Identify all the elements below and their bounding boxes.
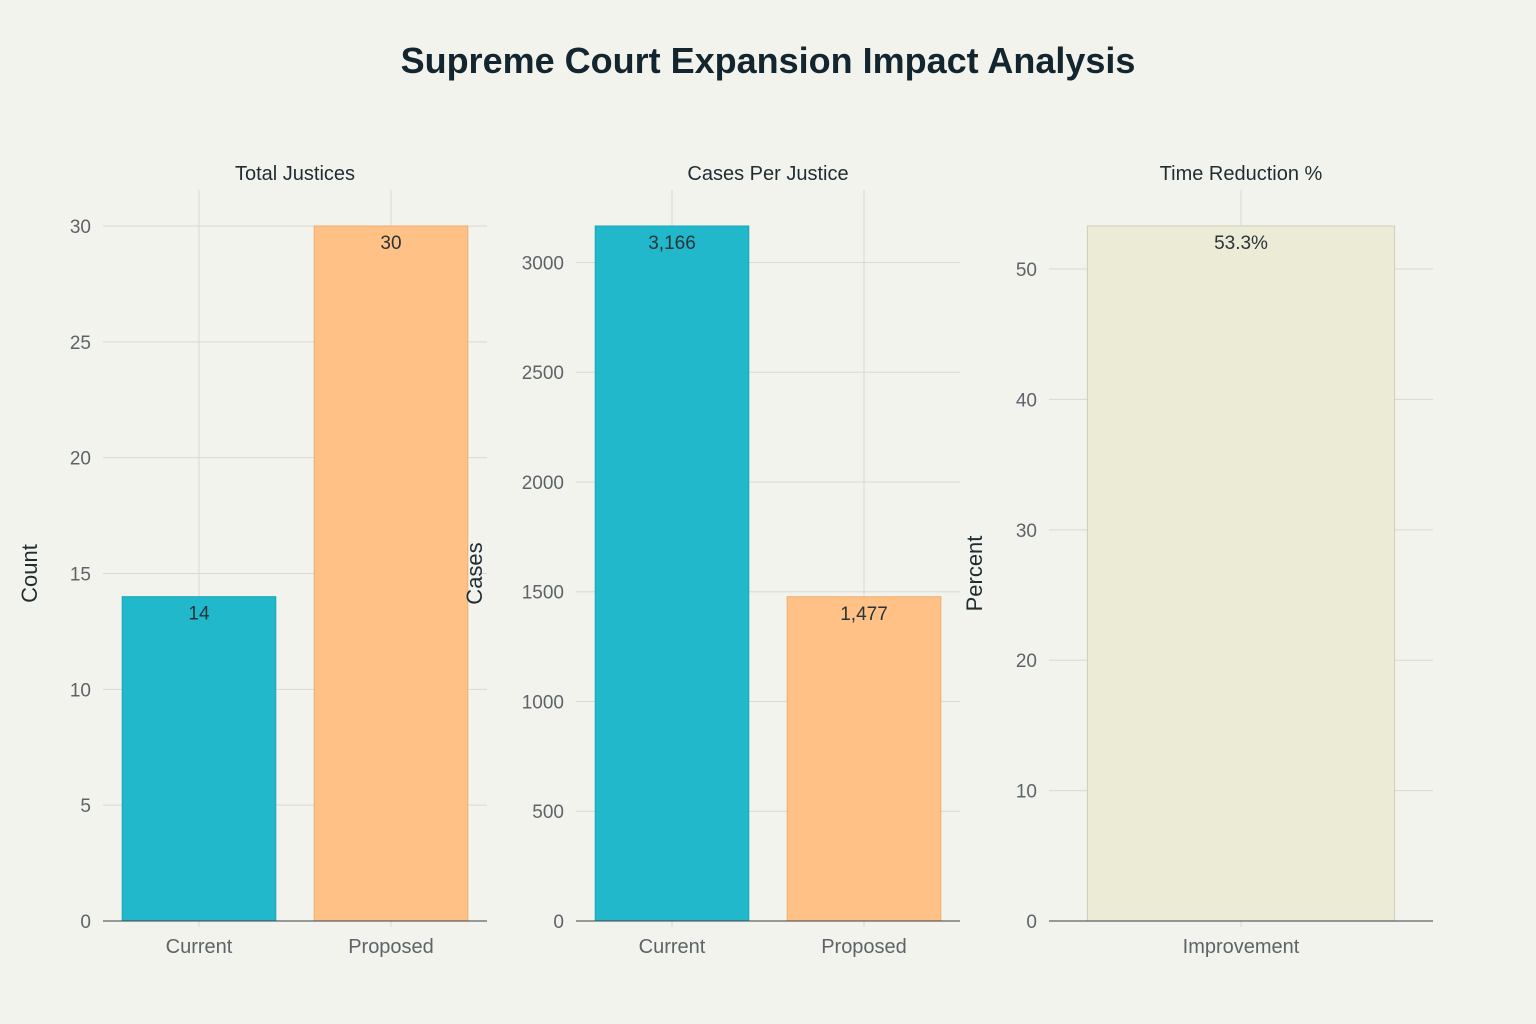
- chart-panel-2: 0 500 1000 1500 2000 2500 3000 3,166 Current 1,47…: [462, 163, 960, 958]
- y-tick-label: 2500: [522, 363, 564, 384]
- data-label: 53.3%: [1214, 233, 1268, 254]
- page-title: Supreme Court Expansion Impact Analysis: [400, 40, 1136, 81]
- y-axis-label: Cases: [462, 542, 487, 604]
- x-tick-label: Current: [166, 936, 233, 958]
- bar-current: [121, 596, 277, 922]
- y-tick-label: 2000: [522, 473, 564, 494]
- y-tick-label: 500: [532, 802, 564, 823]
- y-tick-label: 20: [70, 449, 91, 470]
- y-tick-label: 5: [80, 796, 91, 817]
- x-tick-label: Improvement: [1183, 936, 1300, 958]
- bar-proposed: [786, 596, 942, 922]
- y-tick-label: 25: [70, 333, 91, 354]
- chart-panel-1: 0 5 10 15 20 25 30 14 Current 30 Proposed Total Jus…: [17, 163, 487, 958]
- y-tick-label: 20: [1016, 651, 1037, 672]
- data-label: 1,477: [840, 604, 888, 625]
- x-tick-label: Current: [639, 936, 706, 958]
- y-tick-label: 1000: [522, 692, 564, 713]
- y-tick-label: 0: [80, 912, 91, 933]
- y-tick-label: 40: [1016, 390, 1037, 411]
- y-axis-label: Count: [17, 544, 42, 603]
- y-tick-label: 1500: [522, 583, 564, 604]
- x-tick-label: Proposed: [821, 936, 907, 958]
- y-tick-label: 15: [70, 565, 91, 586]
- y-tick-label: 30: [70, 217, 91, 238]
- y-tick-label: 10: [1016, 782, 1037, 803]
- y-axis-label: Percent: [962, 536, 987, 612]
- y-tick-label: 10: [70, 680, 91, 701]
- x-tick-label: Proposed: [348, 936, 434, 958]
- y-tick-label: 50: [1016, 260, 1037, 281]
- y-tick-label: 0: [1026, 912, 1037, 933]
- data-label: 3,166: [648, 233, 696, 254]
- y-tick-label: 30: [1016, 521, 1037, 542]
- y-tick-label: 0: [553, 912, 564, 933]
- y-tick-label: 3000: [522, 253, 564, 274]
- bar-improvement: [1086, 225, 1396, 922]
- data-label: 14: [188, 604, 210, 625]
- data-label: 30: [380, 233, 401, 254]
- subplot-title: Cases Per Justice: [687, 163, 848, 185]
- bar-current: [594, 225, 750, 922]
- bar-proposed: [313, 225, 469, 922]
- subplot-title: Total Justices: [235, 163, 355, 185]
- chart-panel-3: 0 10 20 30 40 50 53.3% Improvement Time Reductio…: [962, 163, 1433, 958]
- subplot-title: Time Reduction %: [1160, 163, 1323, 185]
